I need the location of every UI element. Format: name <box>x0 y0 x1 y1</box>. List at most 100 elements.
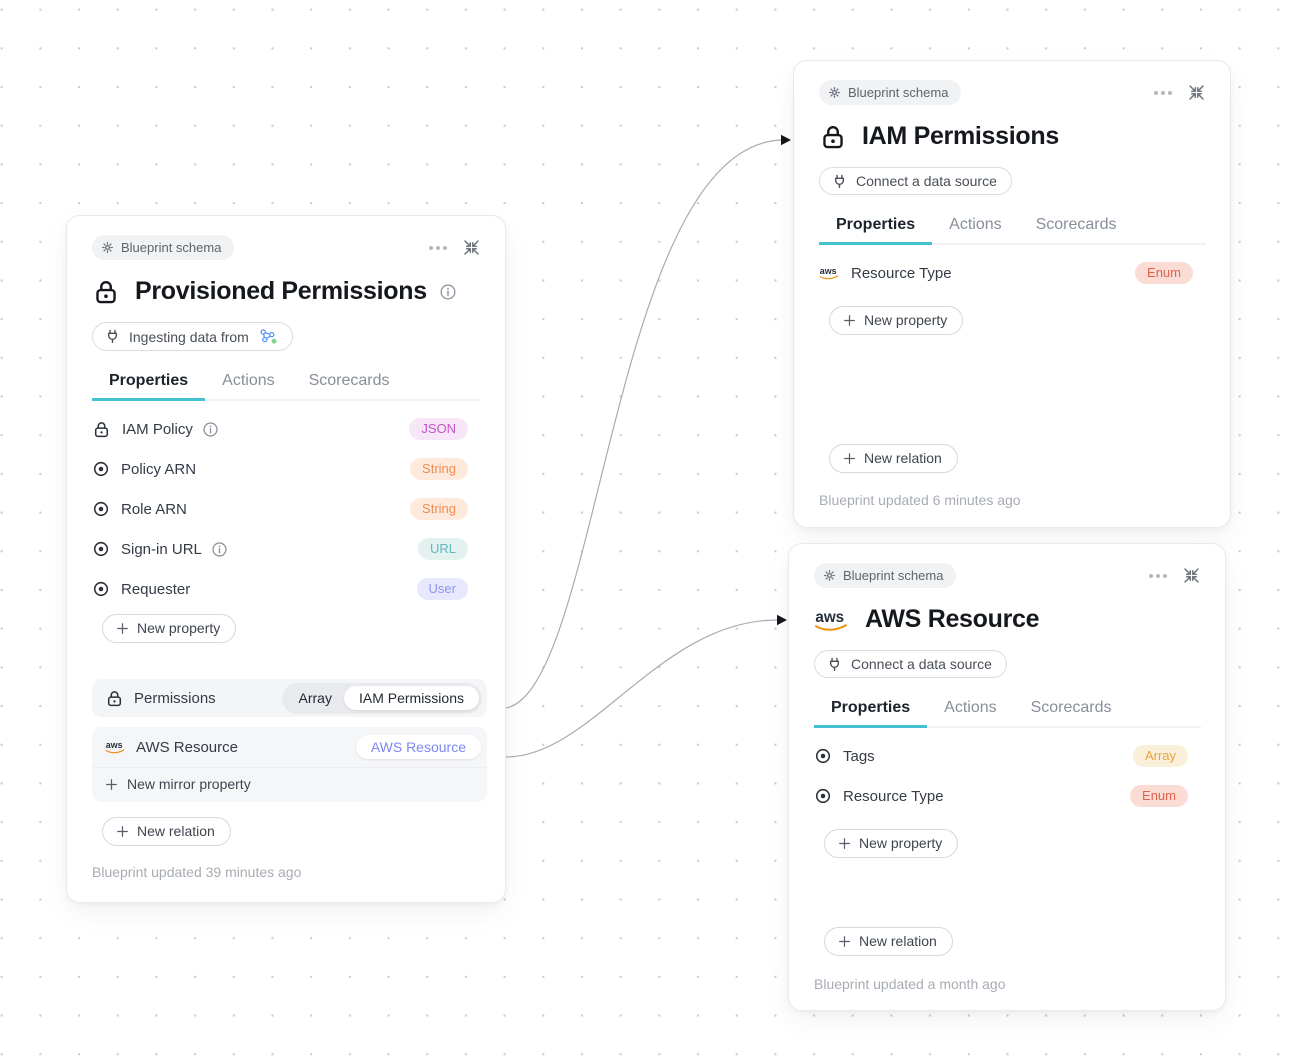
tab-properties[interactable]: Properties <box>92 362 205 401</box>
plug-icon <box>827 657 842 672</box>
more-menu-button[interactable] <box>1154 90 1172 95</box>
relation-label: AWS Resource <box>136 738 238 756</box>
blueprint-updated-status: Blueprint updated a month ago <box>814 976 1006 992</box>
aws-icon: aws <box>819 266 839 280</box>
plus-icon <box>116 825 129 838</box>
relation-target-pill[interactable]: IAM Permissions <box>343 686 479 710</box>
tab-scorecards[interactable]: Scorecards <box>308 372 390 389</box>
property-type-badge: Array <box>1132 745 1188 767</box>
new-relation-button[interactable]: New relation <box>102 817 231 846</box>
tab-actions[interactable]: Actions <box>944 699 997 716</box>
radio-property-icon <box>814 747 832 765</box>
relation-row-permissions[interactable]: Permissions Array IAM Permissions <box>92 679 487 717</box>
new-relation-label: New relation <box>864 450 942 466</box>
relation-row-aws-resource[interactable]: aws AWS Resource AWS Resource <box>92 727 487 767</box>
gear-icon <box>828 86 841 99</box>
relation-type-segment: Array IAM Permissions <box>281 682 482 714</box>
property-row-iam-policy[interactable]: IAM Policy JSON <box>92 409 481 449</box>
schema-badge-label: Blueprint schema <box>848 85 949 100</box>
more-menu-button[interactable] <box>429 245 447 250</box>
info-icon[interactable] <box>211 541 228 558</box>
aws-icon: aws <box>815 609 847 631</box>
plug-icon <box>832 174 847 189</box>
ingesting-data-from-label: Ingesting data from <box>129 328 249 345</box>
collapse-icon[interactable] <box>1187 83 1206 102</box>
info-icon[interactable] <box>202 421 219 438</box>
schema-badge-label: Blueprint schema <box>121 240 222 255</box>
property-row-policy-arn[interactable]: Policy ARN String <box>92 449 481 489</box>
page-title: AWS Resource <box>865 605 1040 633</box>
connect-data-source-label: Connect a data source <box>856 173 997 189</box>
plus-icon <box>843 452 856 465</box>
property-row-requester[interactable]: Requester User <box>92 569 481 609</box>
plus-icon <box>838 935 851 948</box>
tab-properties[interactable]: Properties <box>819 206 932 245</box>
property-label: Resource Type <box>851 264 952 282</box>
connect-data-source-label: Connect a data source <box>851 656 992 672</box>
property-row-tags[interactable]: Tags Array <box>814 736 1201 776</box>
schema-badge-label: Blueprint schema <box>843 568 944 583</box>
property-type-badge: Enum <box>1135 262 1193 284</box>
property-row-sign-in-url[interactable]: Sign-in URL URL <box>92 529 481 569</box>
tab-bar: Properties Actions Scorecards <box>92 362 481 401</box>
lock-icon <box>819 123 847 151</box>
property-type-badge: JSON <box>409 418 468 440</box>
gear-icon <box>101 241 114 254</box>
card-header: Blueprint schema <box>819 80 1206 105</box>
gear-icon <box>823 569 836 582</box>
blueprint-schema-badge: Blueprint schema <box>814 563 957 588</box>
blueprint-updated-status: Blueprint updated 6 minutes ago <box>819 492 1021 508</box>
blueprint-schema-badge: Blueprint schema <box>819 80 962 105</box>
relation-label: Permissions <box>134 689 216 707</box>
card-actions <box>1154 83 1206 102</box>
blueprint-card-iam-permissions: Blueprint schema IAM Permissions Connect… <box>793 60 1231 528</box>
radio-property-icon <box>92 500 110 518</box>
property-row-resource-type[interactable]: Resource Type Enum <box>814 776 1201 816</box>
tab-actions[interactable]: Actions <box>222 372 275 389</box>
connect-data-source-button[interactable]: Connect a data source <box>814 650 1007 678</box>
svg-text:aws: aws <box>106 740 123 750</box>
plus-icon <box>843 314 856 327</box>
property-type-badge: Enum <box>1130 785 1188 807</box>
property-label: Sign-in URL <box>121 540 202 558</box>
new-property-button[interactable]: New property <box>829 306 964 335</box>
ingesting-data-from-button[interactable]: Ingesting data from <box>92 322 293 351</box>
tab-scorecards[interactable]: Scorecards <box>1030 699 1112 716</box>
property-label: Role ARN <box>121 500 187 518</box>
title-row: aws AWS Resource <box>814 605 1201 634</box>
property-label: IAM Policy <box>122 420 193 438</box>
new-property-label: New property <box>864 312 948 328</box>
spacer <box>819 335 1206 444</box>
new-property-button[interactable]: New property <box>102 614 237 643</box>
new-relation-button[interactable]: New relation <box>829 444 958 473</box>
property-type-badge: URL <box>417 538 468 560</box>
property-row-resource-type[interactable]: aws Resource Type Enum <box>819 253 1206 293</box>
more-menu-button[interactable] <box>1149 573 1167 578</box>
radio-property-icon <box>92 540 110 558</box>
tab-properties[interactable]: Properties <box>814 689 927 728</box>
relation-group-aws-resource: aws AWS Resource AWS Resource New mirror… <box>92 727 487 802</box>
card-header: Blueprint schema <box>814 563 1201 588</box>
relation-target-pill[interactable]: AWS Resource <box>355 735 481 759</box>
new-relation-button[interactable]: New relation <box>824 927 953 956</box>
property-row-role-arn[interactable]: Role ARN String <box>92 489 481 529</box>
exporter-source-icon <box>260 329 278 345</box>
info-icon[interactable] <box>439 283 457 301</box>
collapse-icon[interactable] <box>462 238 481 257</box>
relation-kind-label: Array <box>298 690 332 706</box>
new-mirror-property-label: New mirror property <box>127 776 251 792</box>
tab-scorecards[interactable]: Scorecards <box>1035 216 1117 233</box>
collapse-icon[interactable] <box>1182 566 1201 585</box>
new-property-button[interactable]: New property <box>824 829 959 858</box>
blueprint-card-aws-resource: Blueprint schema aws AWS Resource Connec… <box>788 543 1226 1011</box>
plus-icon <box>838 837 851 850</box>
new-mirror-property-button[interactable]: New mirror property <box>92 767 487 802</box>
tab-actions[interactable]: Actions <box>949 216 1002 233</box>
new-relation-label: New relation <box>859 933 937 949</box>
connector-aws-arrowhead <box>777 614 787 626</box>
radio-property-icon <box>92 580 110 598</box>
aws-icon: aws <box>105 740 125 754</box>
connect-data-source-button[interactable]: Connect a data source <box>819 167 1012 195</box>
plus-icon <box>105 778 118 791</box>
